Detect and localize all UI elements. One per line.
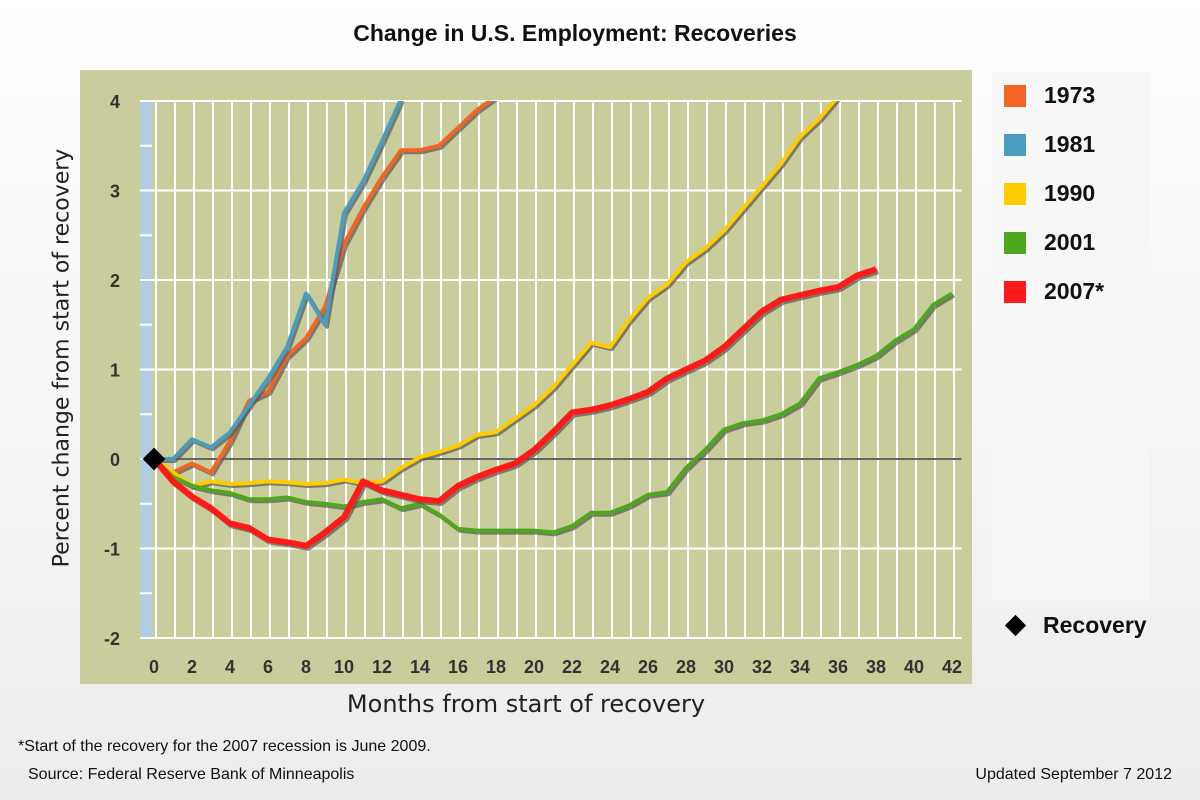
diamond-icon <box>1004 614 1027 637</box>
x-tick-label: 22 <box>562 657 582 677</box>
y-axis-label: Percent change from start of recovery <box>49 148 75 568</box>
y-tick-label: 3 <box>110 182 120 202</box>
x-tick-label: 40 <box>904 657 924 677</box>
y-tick-label: 2 <box>110 271 120 291</box>
x-tick-label: 28 <box>676 657 696 677</box>
y-tick-label: 0 <box>110 450 120 470</box>
x-tick-label: 12 <box>372 657 392 677</box>
legend-swatch <box>1004 182 1026 205</box>
x-tick-label: 6 <box>263 657 273 677</box>
legend-swatch <box>1004 84 1026 107</box>
legend-label: 1973 <box>1044 82 1096 108</box>
x-axis-label: Months from start of recovery <box>346 690 706 718</box>
x-tick-label: 4 <box>225 657 235 677</box>
legend-label: 1981 <box>1044 131 1096 157</box>
legend-swatch <box>1004 231 1026 254</box>
series-line-2001 <box>152 291 954 535</box>
legend-item-1990: 1990 <box>1004 180 1095 207</box>
legend-item-2001: 2001 <box>1004 229 1095 256</box>
x-tick-label: 18 <box>486 657 506 677</box>
x-tick-label: 8 <box>301 657 311 677</box>
x-tick-label: 36 <box>828 657 848 677</box>
x-tick-label: 30 <box>714 657 734 677</box>
x-tick-label: 16 <box>448 657 468 677</box>
footnote: *Start of the recovery for the 2007 rece… <box>18 738 431 755</box>
x-tick-label: 10 <box>334 657 354 677</box>
legend-label: 2001 <box>1044 229 1096 255</box>
legend-label: 2007* <box>1044 278 1105 304</box>
series-line-1981 <box>154 101 403 461</box>
source-text: Source: Federal Reserve Bank of Minneapo… <box>28 766 355 783</box>
y-tick-label: -2 <box>104 629 120 649</box>
updated-text: Updated September 7 2012 <box>975 766 1172 783</box>
legend-label: 1990 <box>1044 180 1096 206</box>
y-tick-label: 4 <box>110 92 120 112</box>
series-line-1973 <box>152 101 494 475</box>
series-line-2007* <box>151 266 877 549</box>
x-tick-label: 38 <box>866 657 886 677</box>
legend: 1973 1981 1990 2001 2007* <box>992 72 1150 600</box>
legend-item-2007*: 2007* <box>1004 278 1104 305</box>
y-tick-label: 1 <box>110 361 120 381</box>
x-tick-label: 0 <box>149 657 159 677</box>
series-line-1990 <box>152 101 837 488</box>
chart-title: Change in U.S. Employment: Recoveries <box>353 20 797 46</box>
legend-recovery-label: Recovery <box>1043 612 1147 638</box>
x-tick-label: 42 <box>942 657 962 677</box>
legend-swatch <box>1004 133 1026 156</box>
legend-recovery: Recovery <box>1004 612 1147 639</box>
x-tick-label: 34 <box>790 657 810 677</box>
x-tick-label: 24 <box>600 657 620 677</box>
x-tick-label: 20 <box>524 657 544 677</box>
legend-item-1973: 1973 <box>1004 82 1095 109</box>
legend-swatch <box>1004 280 1026 303</box>
x-tick-label: 2 <box>187 657 197 677</box>
x-tick-label: 32 <box>752 657 772 677</box>
y-tick-label: -1 <box>104 540 120 560</box>
x-tick-label: 26 <box>638 657 658 677</box>
x-tick-label: 14 <box>410 657 430 677</box>
legend-item-1981: 1981 <box>1004 131 1095 158</box>
